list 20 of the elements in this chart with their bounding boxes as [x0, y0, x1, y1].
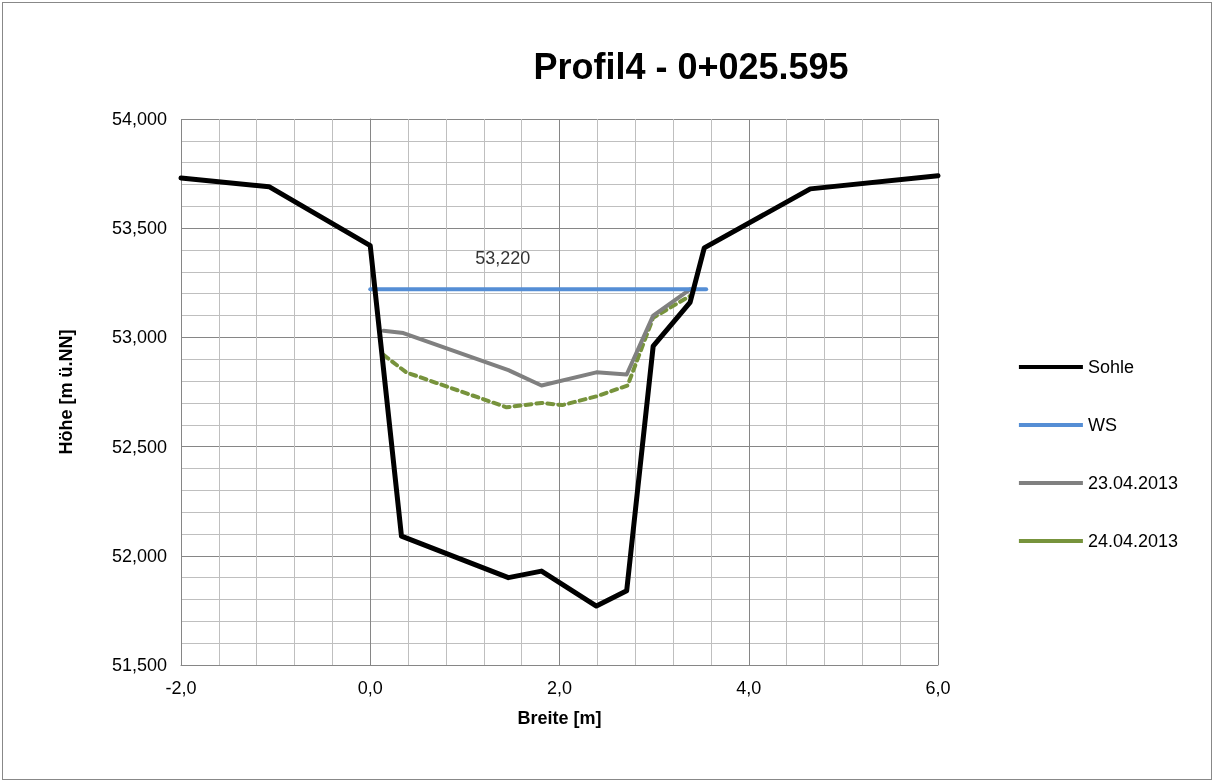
y-tick-label: 53,500: [111, 218, 167, 239]
legend-label: 24.04.2013: [1087, 531, 1179, 551]
y-tick-label: 52,000: [111, 545, 167, 566]
x-tick-label: 6,0: [925, 678, 951, 698]
x-tick-label: -2,0: [165, 678, 197, 698]
line-series: [381, 293, 693, 410]
y-axis-title: Höhe [m ü.NN]: [56, 329, 76, 455]
x-tick-label: 0,0: [357, 678, 383, 698]
legend-label: 23.04.2013: [1087, 473, 1179, 493]
annotation: 53,220: [475, 248, 531, 269]
x-axis-title: Breite [m]: [517, 708, 602, 728]
legend-label: WS: [1087, 415, 1117, 435]
x-tick-label: 2,0: [546, 678, 573, 698]
y-tick-label: 51,500: [111, 655, 167, 675]
y-tick-label: 52,500: [111, 436, 167, 457]
x-tick-label: 4,0: [736, 678, 762, 698]
chart-title: Profil4 - 0+025.595: [533, 45, 849, 87]
y-tick-label: 54,000: [111, 109, 167, 129]
legend-label: Sohle: [1087, 357, 1134, 377]
y-tick-label: 53,000: [111, 327, 167, 348]
